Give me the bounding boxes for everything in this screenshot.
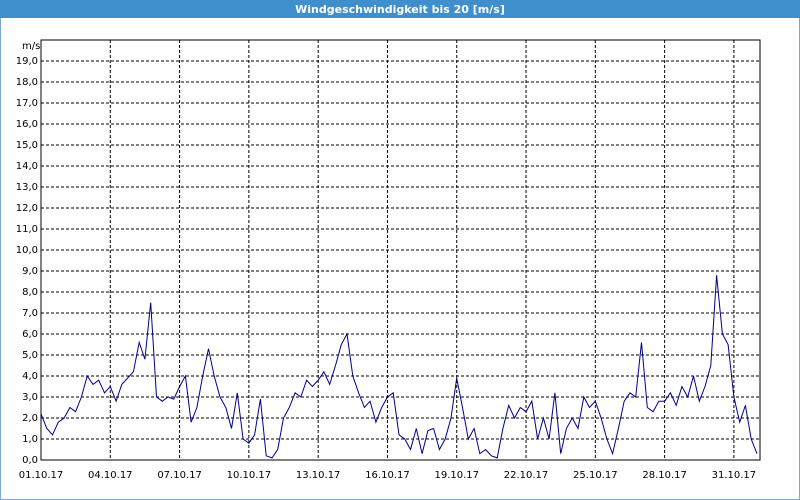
- x-tick-label: 22.10.17: [504, 470, 549, 481]
- y-tick-label: 4,0: [22, 371, 38, 382]
- y-tick-label: 16,0: [16, 119, 38, 130]
- x-tick-label: 16.10.17: [365, 470, 410, 481]
- y-tick-label: 5,0: [22, 350, 38, 361]
- x-tick-label: 19.10.17: [434, 470, 479, 481]
- y-tick-label: 18,0: [16, 77, 38, 88]
- y-tick-label: 2,0: [22, 413, 38, 424]
- x-tick-label: 25.10.17: [573, 470, 618, 481]
- y-tick-label: 7,0: [22, 308, 38, 319]
- y-tick-label: 3,0: [22, 392, 38, 403]
- y-tick-label: 8,0: [22, 287, 38, 298]
- x-tick-label: 31.10.17: [712, 470, 757, 481]
- title-bar: [0, 0, 800, 18]
- chart-title: Windgeschwindigkeit bis 20 [m/s]: [295, 3, 505, 16]
- x-tick-label: 04.10.17: [88, 470, 133, 481]
- y-tick-label: 1,0: [22, 434, 38, 445]
- y-tick-label: 13,0: [16, 182, 38, 193]
- y-tick-label: 6,0: [22, 329, 38, 340]
- x-tick-label: 01.10.17: [19, 470, 64, 481]
- x-tick-label: 28.10.17: [642, 470, 687, 481]
- y-tick-label: 15,0: [16, 140, 38, 151]
- y-tick-label: 14,0: [16, 161, 38, 172]
- y-tick-label: 19,0: [16, 56, 38, 67]
- y-tick-label: 0,0: [22, 455, 38, 466]
- x-tick-label: 10.10.17: [227, 470, 272, 481]
- y-tick-label: 12,0: [16, 203, 38, 214]
- x-tick-label: 13.10.17: [296, 470, 341, 481]
- y-tick-label: 9,0: [22, 266, 38, 277]
- y-axis-label: m/s: [22, 41, 40, 52]
- y-tick-label: 17,0: [16, 98, 38, 109]
- series-line: [40, 275, 758, 459]
- x-tick-label: 07.10.17: [157, 470, 202, 481]
- plot-area: [40, 39, 761, 461]
- y-tick-label: 11,0: [16, 224, 38, 235]
- y-tick-label: 10,0: [16, 245, 38, 256]
